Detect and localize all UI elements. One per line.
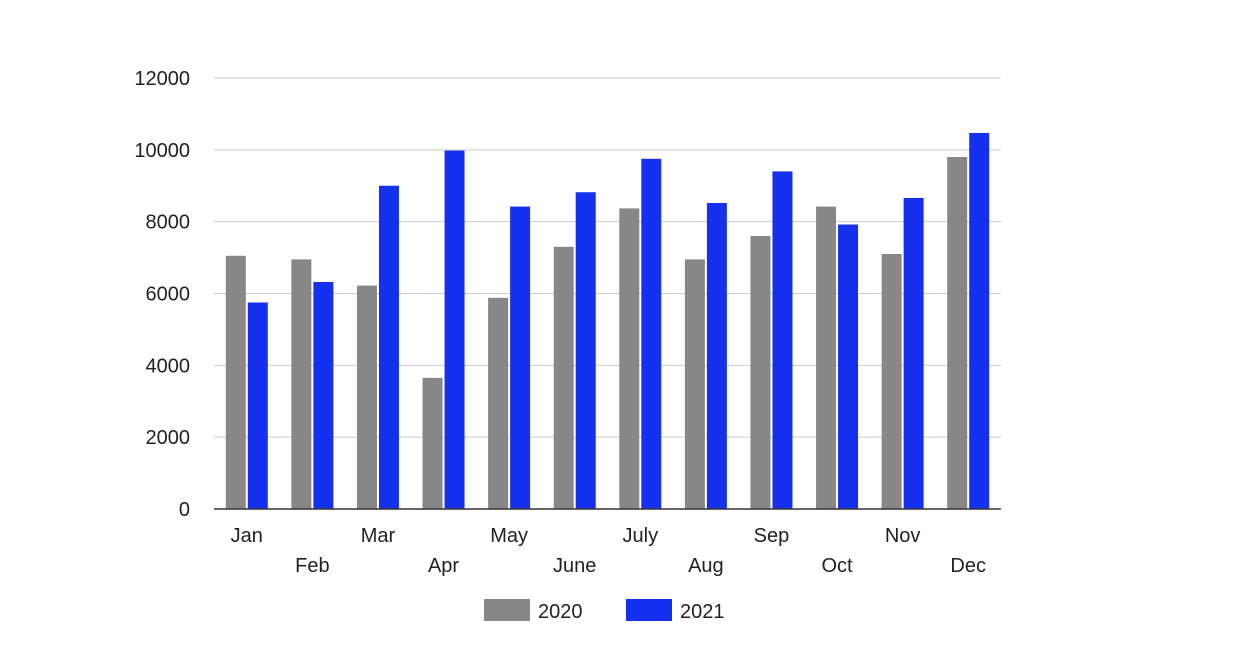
y-tick-label: 12000 [134,68,190,90]
bar-2020-apr [422,377,443,509]
bar-2021-may [510,206,531,509]
x-tick-label: Oct [821,555,853,577]
x-tick-label: Apr [428,555,459,577]
bar-2021-dec [969,132,990,509]
bar-2021-apr [444,150,465,509]
x-tick-label: Aug [688,555,724,577]
bar-2020-nov [881,253,902,509]
x-tick-label: Sep [754,525,790,547]
bar-2020-jan [225,255,246,509]
bar-2021-oct [838,224,859,510]
bar-2020-aug [684,259,705,509]
y-tick-label: 2000 [146,427,191,449]
legend-label-2021: 2021 [680,601,725,623]
bar-2020-sep [750,236,771,510]
y-tick-label: 4000 [146,355,191,377]
bar-2021-june [575,192,596,509]
bar-2021-aug [706,202,727,510]
legend-label-2020: 2020 [538,601,583,623]
x-tick-label: May [490,525,528,547]
bars [225,132,990,510]
x-tick-label: Nov [885,525,921,547]
bar-2020-june [553,246,574,509]
bar-2020-may [488,297,509,509]
y-tick-label: 0 [179,499,190,521]
y-tick-label: 10000 [134,140,190,162]
bar-2020-oct [816,206,837,509]
x-tick-label: July [623,525,659,547]
bar-2021-nov [903,197,924,509]
legend-swatch-2021 [626,599,672,621]
gridlines [214,77,1001,438]
y-tick-labels: 0 2000 4000 6000 8000 10000 12000 [134,68,190,521]
bar-2020-feb [291,259,312,509]
x-tick-label: Dec [950,555,986,577]
y-tick-label: 6000 [146,284,191,306]
x-tick-labels: Jan Feb Mar Apr May June July Aug Sep Oct Nov Dec [231,525,986,577]
bar-2021-sep [772,171,793,509]
y-tick-label: 8000 [146,212,191,234]
legend: 2020 2021 [484,599,725,623]
bar-2020-july [619,208,640,509]
bar-2021-feb [313,282,334,509]
x-tick-label: Jan [231,525,263,547]
x-tick-label: Mar [361,525,396,547]
bar-2020-dec [947,157,968,509]
legend-swatch-2020 [484,599,530,621]
x-tick-label: Feb [295,555,329,577]
bar-2020-mar [356,285,377,509]
bar-2021-mar [378,185,399,509]
bar-2021-jan [247,302,268,509]
bar-2021-july [641,158,662,509]
x-tick-label: June [553,555,596,577]
